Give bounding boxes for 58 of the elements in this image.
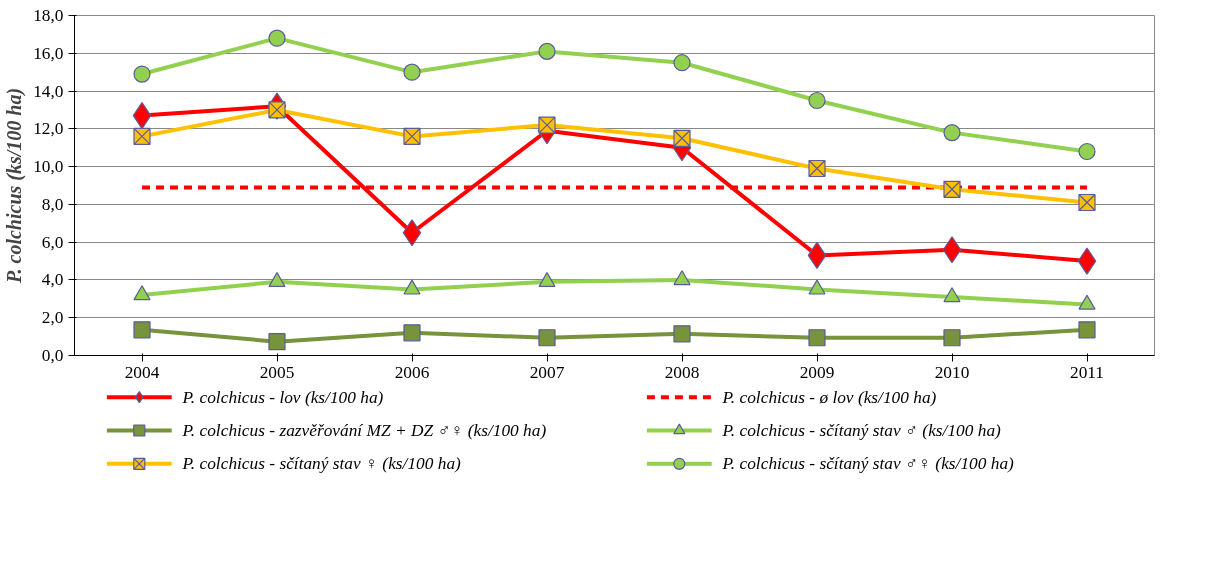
point <box>133 127 151 145</box>
y-axis-title: P. colchicus (ks/100 ha) <box>3 87 27 285</box>
legend-label: P. colchicus - sčítaný stav ♂♀ (ks/100 ha) <box>721 454 1015 474</box>
legend-label: P. colchicus - zazvěřování MZ + DZ ♂♀ (ks/100 ha) <box>181 421 547 440</box>
x-tick-label: 2006 <box>394 362 430 382</box>
legend-label: P. colchicus - ø lov (ks/100 ha) <box>721 387 937 407</box>
point <box>943 287 961 303</box>
point <box>403 63 421 81</box>
point <box>1078 193 1096 212</box>
x-tick-label: 2009 <box>799 362 835 382</box>
point <box>268 272 286 288</box>
y-tick-label: 4,0 <box>41 270 64 290</box>
point <box>403 127 421 145</box>
y-tick-label: 8,0 <box>41 194 64 214</box>
y-tick-label: 14,0 <box>33 81 64 101</box>
legend-label: P. colchicus - sčítaný stav ♀ (ks/100 ha) <box>181 454 462 474</box>
y-tick-label: 6,0 <box>41 232 64 252</box>
x-tick-label: 2004 <box>124 362 160 382</box>
point <box>808 159 826 178</box>
point <box>402 219 422 247</box>
y-tick-label: 12,0 <box>33 119 64 139</box>
point <box>943 124 961 142</box>
x-tick-label: 2005 <box>259 362 295 382</box>
point <box>538 272 556 288</box>
point <box>538 329 556 347</box>
point <box>808 329 826 347</box>
point <box>943 180 961 198</box>
point <box>942 236 962 264</box>
y-tick-label: 2,0 <box>41 308 64 328</box>
point <box>1077 247 1097 275</box>
x-tick-label: 2010 <box>934 362 970 382</box>
point <box>1078 321 1096 339</box>
point <box>133 65 151 83</box>
point <box>673 54 691 72</box>
point <box>808 91 826 110</box>
point <box>807 241 827 269</box>
y-tick-label: 10,0 <box>33 157 64 177</box>
point <box>133 321 151 339</box>
point <box>133 285 151 301</box>
point <box>673 270 691 286</box>
point <box>1078 142 1096 161</box>
point <box>538 42 556 60</box>
legend-label: P. colchicus - lov (ks/100 ha) <box>181 387 384 407</box>
point <box>268 333 286 351</box>
y-tick-label: 16,0 <box>33 43 64 63</box>
point <box>268 29 286 47</box>
point <box>943 329 961 347</box>
x-tick-label: 2007 <box>529 362 565 382</box>
point <box>673 325 691 343</box>
y-tick-label: 18,0 <box>33 6 64 25</box>
point <box>673 129 691 147</box>
x-tick-label: 2011 <box>1069 362 1105 382</box>
point <box>538 116 556 134</box>
y-tick-label: 0,0 <box>41 346 64 365</box>
point <box>132 102 152 130</box>
point <box>403 324 421 342</box>
x-tick-label: 2008 <box>664 362 700 382</box>
legend-label: P. colchicus - sčítaný stav ♂ (ks/100 ha) <box>721 421 1002 440</box>
